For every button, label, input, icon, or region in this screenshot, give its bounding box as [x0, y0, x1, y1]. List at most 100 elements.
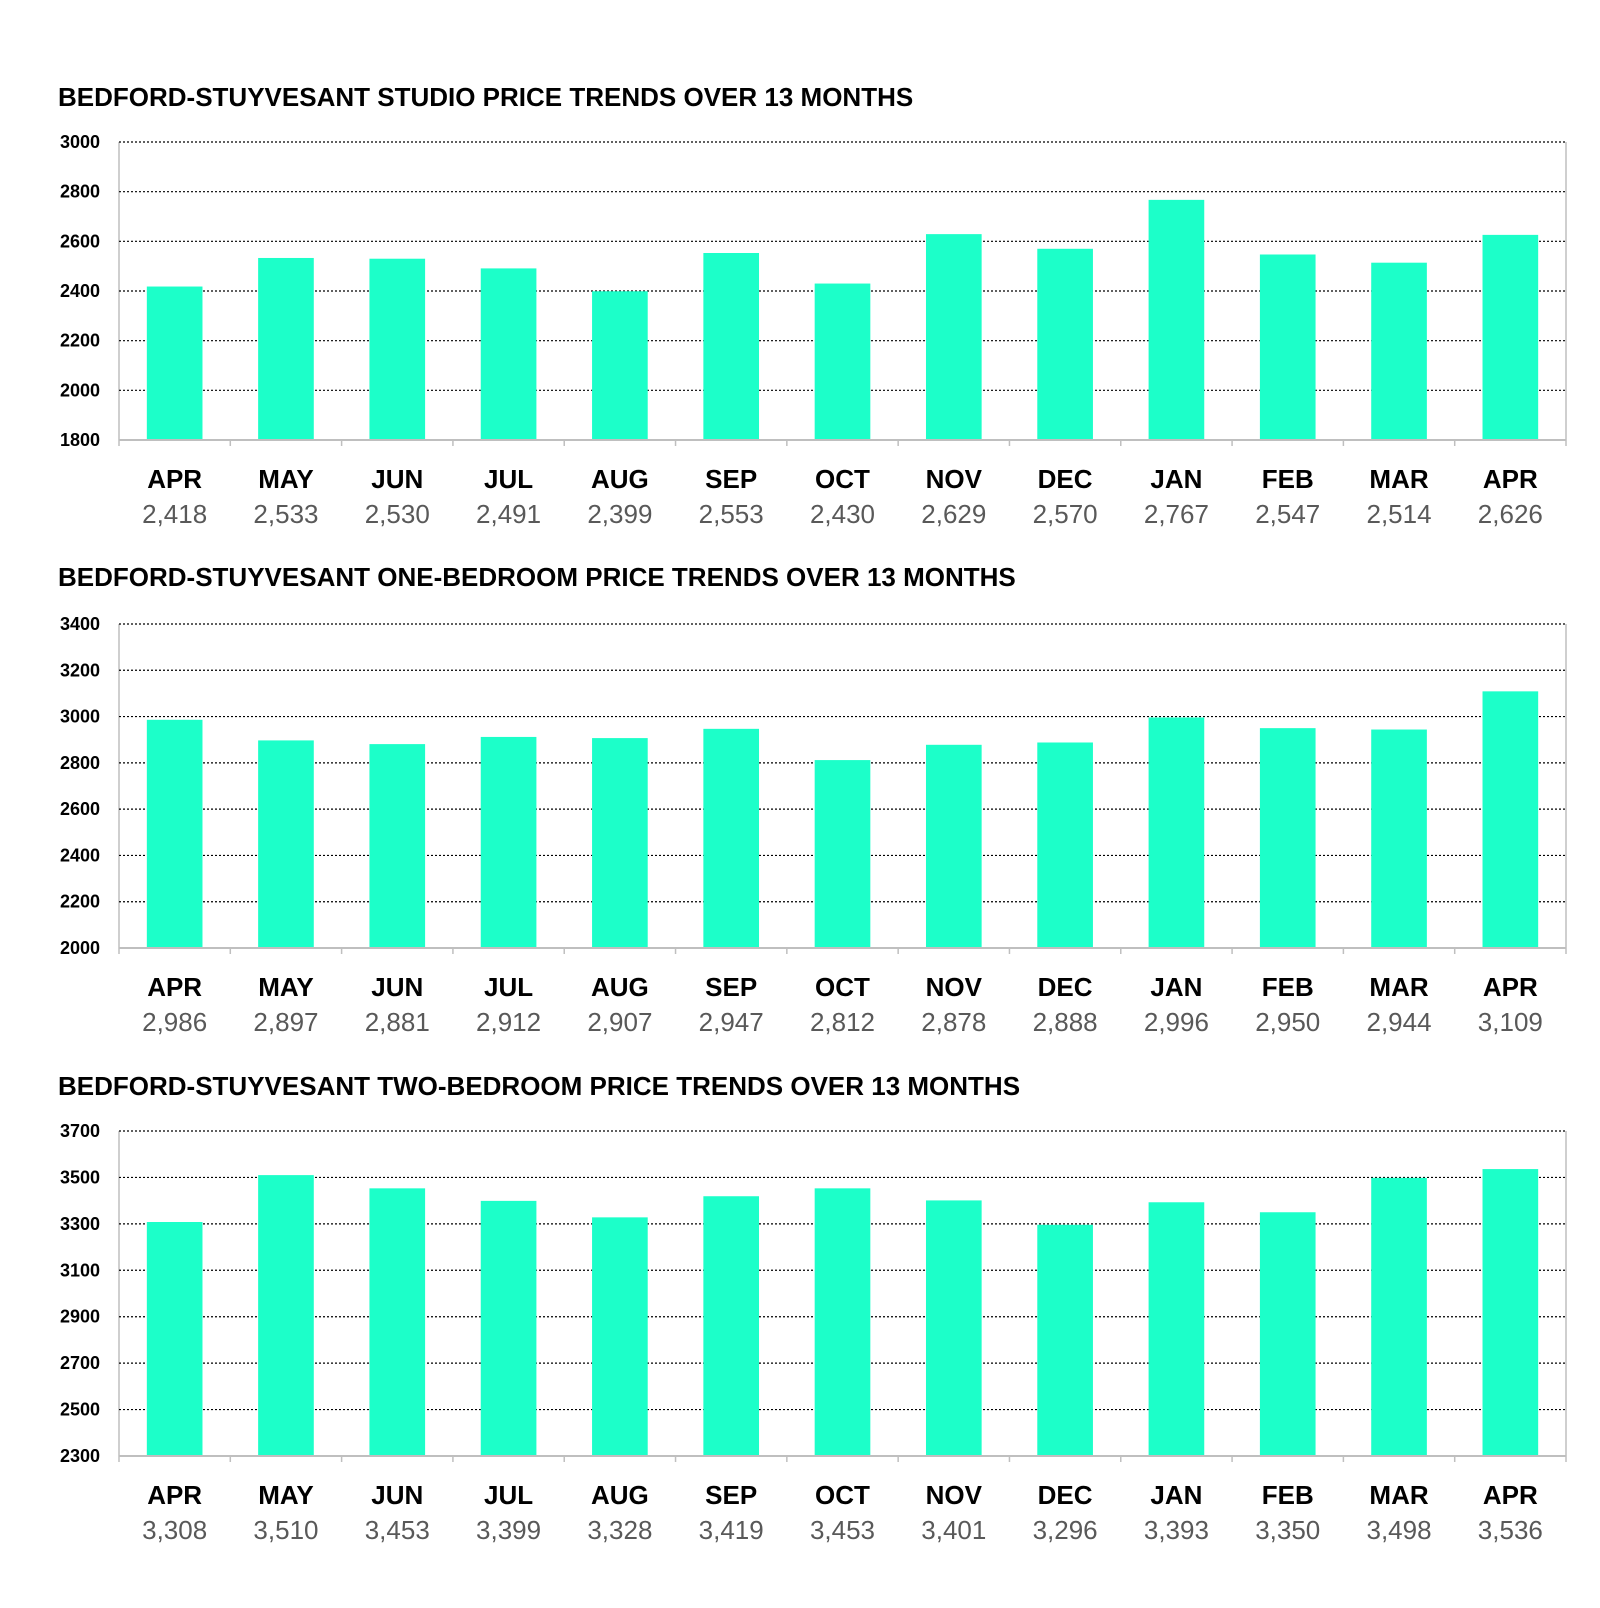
y-tick-label: 3700: [60, 1121, 100, 1141]
x-tick-label: JUL: [484, 464, 533, 494]
bar: [1259, 254, 1316, 440]
bar: [1037, 248, 1093, 440]
x-tick-label: OCT: [815, 972, 870, 1002]
bar: [703, 253, 760, 440]
data-value-label: 3,109: [1478, 1007, 1543, 1037]
y-tick-label: 3300: [60, 1214, 100, 1234]
chart-title: BEDFORD-STUYVESANT ONE-BEDROOM PRICE TRE…: [58, 562, 1016, 592]
y-tick-label: 3000: [60, 132, 100, 152]
x-tick-label: SEP: [705, 972, 757, 1002]
y-tick-label: 2300: [60, 1446, 100, 1466]
y-tick-label: 1800: [60, 430, 100, 450]
bar: [1148, 1202, 1205, 1456]
data-value-label: 2,986: [142, 1007, 207, 1037]
x-tick-label: JUN: [371, 972, 423, 1002]
x-tick-label: DEC: [1038, 1480, 1093, 1510]
bar: [1037, 742, 1093, 948]
x-tick-label: SEP: [705, 464, 757, 494]
data-value-label: 2,629: [921, 499, 986, 529]
bar: [1371, 1177, 1427, 1456]
data-value-label: 2,547: [1255, 499, 1320, 529]
bar: [1037, 1224, 1093, 1456]
x-tick-label: JAN: [1150, 972, 1202, 1002]
chart-title: BEDFORD-STUYVESANT STUDIO PRICE TRENDS O…: [58, 82, 914, 112]
x-tick-label: MAR: [1369, 1480, 1428, 1510]
data-value-label: 2,553: [699, 499, 764, 529]
data-value-label: 2,514: [1366, 499, 1431, 529]
data-value-label: 3,399: [476, 1515, 541, 1545]
y-tick-label: 2200: [60, 331, 100, 351]
x-tick-label: JUL: [484, 1480, 533, 1510]
bar: [925, 234, 982, 440]
bar: [703, 1196, 760, 1456]
y-tick-label: 2500: [60, 1400, 100, 1420]
x-tick-label: AUG: [591, 972, 649, 1002]
y-tick-label: 3100: [60, 1260, 100, 1280]
y-tick-label: 2000: [60, 938, 100, 958]
x-tick-label: OCT: [815, 464, 870, 494]
x-tick-label: NOV: [926, 972, 983, 1002]
data-value-label: 2,530: [365, 499, 430, 529]
data-value-label: 2,888: [1033, 1007, 1098, 1037]
data-value-label: 3,453: [365, 1515, 430, 1545]
x-tick-label: JAN: [1150, 1480, 1202, 1510]
x-tick-label: DEC: [1038, 972, 1093, 1002]
x-tick-label: JAN: [1150, 464, 1202, 494]
bar: [814, 1188, 871, 1456]
data-value-label: 2,947: [699, 1007, 764, 1037]
bar: [146, 1222, 203, 1456]
data-value-label: 3,328: [587, 1515, 652, 1545]
data-value-label: 2,491: [476, 499, 541, 529]
x-tick-label: APR: [1483, 972, 1538, 1002]
y-tick-label: 3500: [60, 1167, 100, 1187]
bar: [146, 719, 203, 948]
y-tick-label: 2600: [60, 231, 100, 251]
data-value-label: 2,626: [1478, 499, 1543, 529]
x-tick-label: APR: [147, 1480, 202, 1510]
data-value-label: 2,897: [253, 1007, 318, 1037]
chart-title: BEDFORD-STUYVESANT TWO-BEDROOM PRICE TRE…: [58, 1071, 1021, 1101]
y-tick-label: 2400: [60, 281, 100, 301]
x-tick-label: OCT: [815, 1480, 870, 1510]
y-tick-label: 2800: [60, 182, 100, 202]
x-tick-label: NOV: [926, 1480, 983, 1510]
data-value-label: 3,498: [1366, 1515, 1431, 1545]
bar: [1148, 717, 1205, 948]
y-tick-label: 2400: [60, 845, 100, 865]
x-tick-label: DEC: [1038, 464, 1093, 494]
x-tick-label: FEB: [1262, 1480, 1314, 1510]
data-value-label: 2,907: [587, 1007, 652, 1037]
y-tick-label: 2200: [60, 892, 100, 912]
bar: [592, 738, 648, 948]
bar: [1482, 1169, 1539, 1456]
x-tick-label: APR: [1483, 464, 1538, 494]
bar: [1482, 691, 1539, 948]
data-value-label: 3,510: [253, 1515, 318, 1545]
bar: [1148, 199, 1205, 440]
bar: [1371, 262, 1427, 440]
x-tick-label: MAY: [258, 1480, 313, 1510]
x-tick-label: APR: [1483, 1480, 1538, 1510]
bar: [146, 286, 203, 440]
data-value-label: 2,533: [253, 499, 318, 529]
bar: [258, 1175, 314, 1456]
two-bedroom-price-chart-plot: 2300 2500 2700 2900 3100 3300 3500 3700 APR 3,308…: [60, 1121, 1567, 1545]
data-value-label: 2,912: [476, 1007, 541, 1037]
bar: [1259, 1212, 1316, 1456]
x-tick-label: MAR: [1369, 464, 1428, 494]
studio-price-chart: BEDFORD-STUYVESANT STUDIO PRICE TRENDS O…: [0, 82, 1600, 532]
data-value-label: 3,393: [1144, 1515, 1209, 1545]
data-value-label: 3,536: [1478, 1515, 1543, 1545]
x-tick-label: FEB: [1262, 464, 1314, 494]
x-tick-label: FEB: [1262, 972, 1314, 1002]
bar: [1371, 729, 1427, 948]
data-value-label: 2,996: [1144, 1007, 1209, 1037]
data-value-label: 2,570: [1033, 499, 1098, 529]
data-value-label: 2,812: [810, 1007, 875, 1037]
data-value-label: 3,401: [921, 1515, 986, 1545]
x-tick-label: SEP: [705, 1480, 757, 1510]
bar: [814, 760, 871, 948]
one-bedroom-price-chart: BEDFORD-STUYVESANT ONE-BEDROOM PRICE TRE…: [0, 562, 1600, 1037]
x-tick-label: MAY: [258, 972, 313, 1002]
studio-price-chart-plot: 1800 2000 2200 2400 2600 2800 3000 APR 2,418 MAY 2…: [60, 132, 1567, 529]
